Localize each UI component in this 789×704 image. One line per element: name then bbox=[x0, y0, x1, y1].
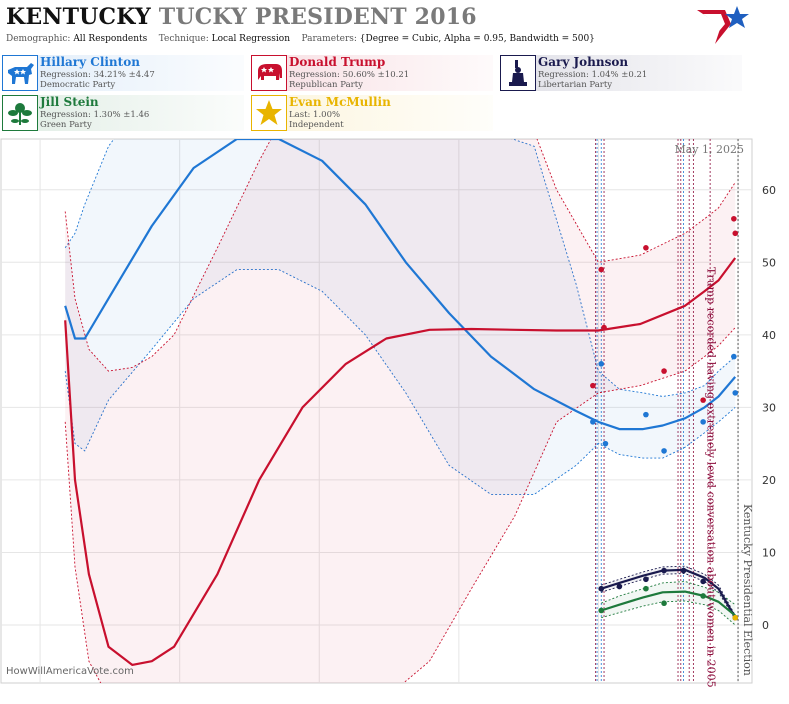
poll-point-hillary-clinton bbox=[602, 440, 609, 447]
poll-point-hillary-clinton bbox=[700, 419, 706, 425]
lower-bound-donald-trump bbox=[64, 327, 736, 683]
x-tick-label: Oct 5, 2015 bbox=[147, 687, 212, 688]
liberty-statue-icon bbox=[500, 55, 536, 91]
trend-line-donald-trump bbox=[64, 257, 737, 666]
band-jill-stein bbox=[601, 581, 736, 625]
candidate-card-trump: Donald Trump Regression: 50.60% ±10.21 R… bbox=[251, 55, 493, 91]
poll-point-hillary-clinton bbox=[598, 361, 605, 367]
x-tick-label: Apr 22, 2016 bbox=[421, 687, 495, 688]
poll-point-donald-trump bbox=[598, 266, 605, 273]
poll-point-hillary-clinton bbox=[643, 411, 649, 418]
candidate-name: Jill Stein bbox=[40, 95, 99, 109]
trend-line-jill-stein bbox=[600, 590, 736, 617]
y-tick-label: 50 bbox=[762, 256, 776, 269]
poll-point-gary-johnson bbox=[700, 578, 706, 585]
poll-point-evan-mcmullin bbox=[732, 614, 739, 621]
candidate-stat: Regression: 1.04% ±0.21 bbox=[538, 70, 648, 80]
poll-point-hillary-clinton bbox=[732, 390, 739, 396]
page-title: KENTUCKY TUCKY PRESIDENT 2016 bbox=[6, 4, 477, 30]
poll-point-donald-trump bbox=[732, 230, 739, 237]
y-tick-label: 20 bbox=[762, 474, 776, 487]
candidate-card-clinton: Hillary Clinton Regression: 34.21% ±4.47… bbox=[2, 55, 244, 91]
poll-point-donald-trump bbox=[590, 382, 596, 389]
candidate-party: Green Party bbox=[40, 120, 92, 130]
y-tick-label: 60 bbox=[762, 184, 776, 197]
parameters-label: Parameters: bbox=[301, 34, 357, 44]
poll-point-hillary-clinton bbox=[590, 419, 596, 425]
candidate-party: Independent bbox=[289, 120, 344, 130]
poll-point-donald-trump bbox=[731, 215, 737, 222]
y-tick-label: 30 bbox=[762, 401, 776, 414]
candidate-card-mcmullin: Evan McMullin Last: 1.00% Independent bbox=[251, 95, 493, 131]
candidate-card-johnson: Gary Johnson Regression: 1.04% ±0.21 Lib… bbox=[500, 55, 742, 91]
x-tick-label: Jul 31, 2016 bbox=[564, 687, 633, 688]
demographic-value: All Respondents bbox=[73, 34, 148, 44]
parameters-value: {Degree = Cubic, Alpha = 0.95, Bandwidth… bbox=[359, 34, 595, 44]
poll-point-gary-johnson bbox=[598, 585, 605, 592]
x-tick-label: Nov 8, 2016 bbox=[704, 687, 772, 688]
candidate-card-stein: Jill Stein Regression: 1.30% ±1.46 Green… bbox=[2, 95, 244, 131]
lower-bound-hillary-clinton bbox=[64, 269, 736, 495]
upper-bound-donald-trump bbox=[64, 139, 736, 372]
grid-lines bbox=[1, 139, 752, 683]
title-rest: TUCKY PRESIDENT 2016 bbox=[158, 4, 477, 30]
poll-point-jill-stein bbox=[661, 600, 667, 607]
technique-label: Technique: bbox=[158, 34, 209, 44]
flower-icon bbox=[2, 95, 38, 131]
y-tick-label: 0 bbox=[762, 619, 769, 632]
trend-line-hillary-clinton bbox=[64, 139, 737, 431]
candidate-party: Libertarian Party bbox=[538, 80, 613, 90]
poll-point-jill-stein bbox=[598, 607, 605, 614]
candidate-name: Donald Trump bbox=[289, 55, 386, 69]
parameters-line: Demographic: All Respondents Technique: … bbox=[6, 34, 595, 44]
technique-value: Local Regression bbox=[211, 34, 291, 44]
demographic-label: Demographic: bbox=[6, 34, 71, 44]
election-annotation: Kentucky Presidential Election bbox=[741, 504, 754, 676]
poll-point-jill-stein bbox=[643, 585, 649, 592]
poll-point-donald-trump bbox=[700, 397, 706, 403]
chart-date-annotation: May 1, 2025 bbox=[674, 143, 744, 156]
poll-point-gary-johnson bbox=[643, 576, 649, 583]
x-tick-label: Jun 27, 2015 bbox=[4, 687, 76, 688]
candidate-stat: Last: 1.00% bbox=[289, 110, 341, 120]
event-annotation: Trump recorded having extremely lewd con… bbox=[704, 267, 717, 688]
candidate-party: Democratic Party bbox=[40, 80, 116, 90]
x-tick-label: Jan 13, 2016 bbox=[283, 687, 355, 688]
candidate-name: Evan McMullin bbox=[289, 95, 391, 109]
plot-frame bbox=[0, 138, 753, 684]
y-tick-label: 10 bbox=[762, 546, 776, 559]
poll-point-hillary-clinton bbox=[731, 353, 737, 360]
star-icon bbox=[251, 95, 287, 131]
site-logo-icon bbox=[697, 6, 749, 44]
regression-chart: 0 10 20 30 40 50 60 Jun 27, 2015 Oct 5, 2015 Jan … bbox=[0, 138, 776, 688]
band-donald-trump bbox=[65, 139, 736, 683]
candidate-stat: Regression: 50.60% ±10.21 bbox=[289, 70, 410, 80]
trend-line-gary-johnson bbox=[600, 568, 737, 618]
poll-point-gary-johnson bbox=[616, 583, 623, 590]
y-tick-label: 40 bbox=[762, 329, 776, 342]
poll-point-donald-trump bbox=[601, 324, 607, 331]
poll-point-gary-johnson bbox=[680, 567, 687, 574]
title-state: KENTUCKY bbox=[6, 4, 151, 30]
candidate-name: Hillary Clinton bbox=[40, 55, 140, 69]
elephant-icon bbox=[251, 55, 287, 91]
site-credit: HowWillAmericaVote.com bbox=[6, 666, 134, 677]
donkey-icon bbox=[2, 55, 38, 91]
candidate-party: Republican Party bbox=[289, 80, 363, 90]
candidate-name: Gary Johnson bbox=[538, 55, 629, 69]
poll-point-hillary-clinton bbox=[661, 448, 667, 454]
poll-point-donald-trump bbox=[661, 368, 667, 374]
poll-point-donald-trump bbox=[643, 245, 649, 251]
poll-point-jill-stein bbox=[700, 593, 706, 599]
plot-area bbox=[64, 139, 739, 683]
candidate-stat: Regression: 1.30% ±1.46 bbox=[40, 110, 150, 120]
candidate-stat: Regression: 34.21% ±4.47 bbox=[40, 70, 155, 80]
poll-point-gary-johnson bbox=[661, 567, 667, 574]
